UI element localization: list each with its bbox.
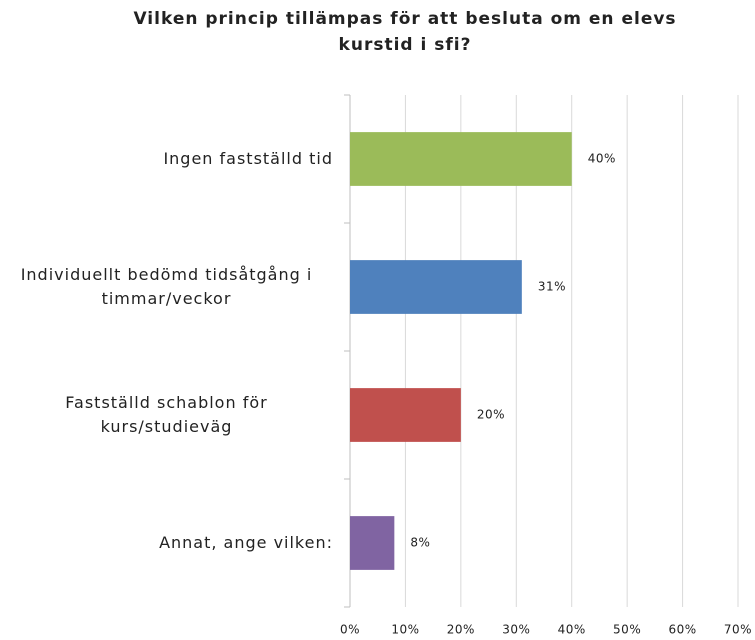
bar <box>350 516 395 570</box>
y-tick-label: Ingen fastställd tid <box>163 149 333 168</box>
x-tick-label: 40% <box>558 623 586 637</box>
value-label: 20% <box>477 408 505 422</box>
value-label: 8% <box>410 536 430 550</box>
x-tick-label: 30% <box>502 623 530 637</box>
y-tick-label: Annat, ange vilken: <box>159 533 333 552</box>
x-tick-label: 20% <box>447 623 475 637</box>
x-tick-label: 60% <box>668 623 696 637</box>
value-label: 31% <box>538 280 566 294</box>
x-tick-label: 0% <box>340 623 360 637</box>
y-tick-label: Fastställd schablon för kurs/studieväg <box>65 393 268 436</box>
bar <box>350 132 572 186</box>
bar <box>350 388 461 442</box>
chart-title: Vilken princip tillämpas för att besluta… <box>133 9 677 55</box>
bar <box>350 260 522 314</box>
x-tick-label: 10% <box>391 623 419 637</box>
value-label: 40% <box>588 152 616 166</box>
x-tick-label: 50% <box>613 623 641 637</box>
x-tick-label: 70% <box>724 623 752 637</box>
y-tick-label: Individuellt bedömd tidsåtgång i timmar/… <box>20 265 313 308</box>
